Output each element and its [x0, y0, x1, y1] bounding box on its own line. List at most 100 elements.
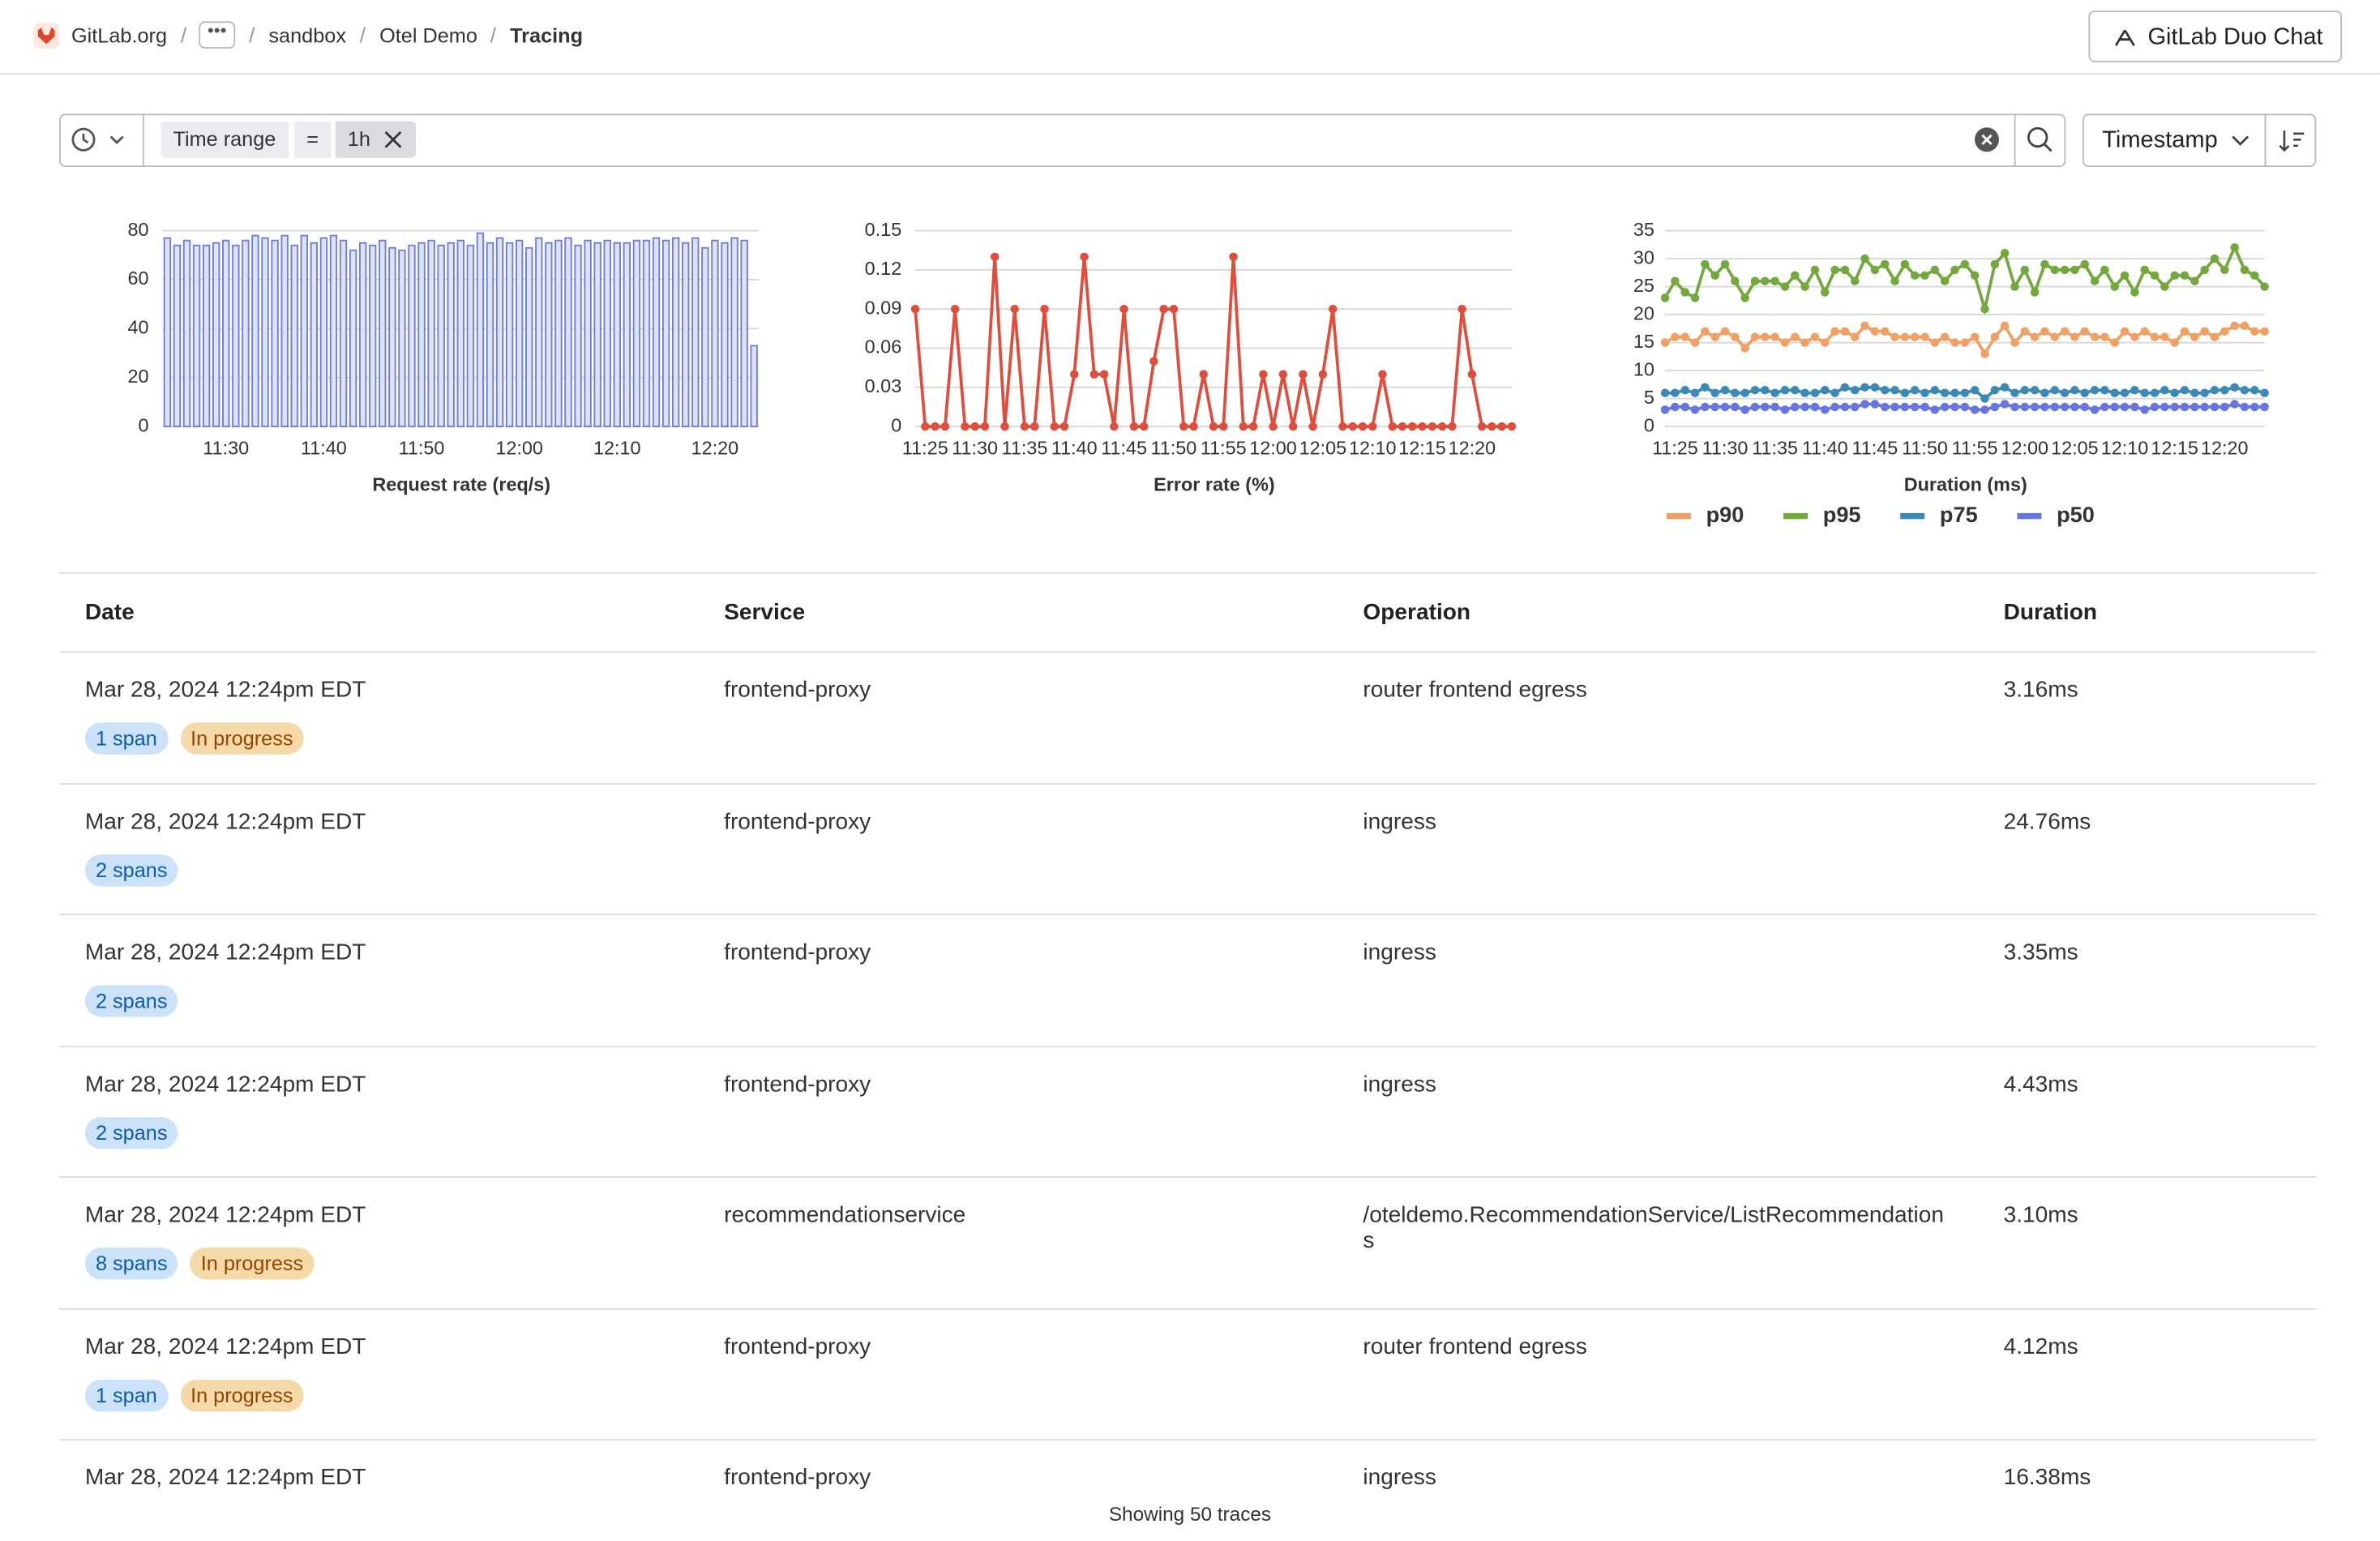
token-value[interactable]: 1h: [335, 121, 417, 158]
point: [1950, 402, 1959, 412]
bar: [212, 242, 220, 428]
x-tick-label: 11:30: [203, 437, 249, 458]
point: [1800, 402, 1809, 412]
point: [2120, 327, 2130, 336]
column-header: Date: [84, 599, 135, 626]
point: [1920, 402, 1929, 412]
point: [2200, 402, 2209, 412]
point: [2140, 327, 2149, 336]
point: [1980, 394, 1989, 403]
point: [2000, 383, 2010, 392]
bar: [280, 234, 289, 428]
point: [1000, 422, 1009, 431]
footer-count: Showing 50 traces: [1108, 1502, 1272, 1526]
point: [1970, 271, 1980, 280]
point: [1418, 422, 1427, 431]
bar: [584, 239, 592, 428]
point: [1940, 332, 1950, 341]
token-remove[interactable]: [384, 131, 402, 148]
cell-service: frontend-proxy: [724, 677, 871, 703]
point: [2090, 386, 2100, 395]
badges: 2 spans: [84, 854, 190, 886]
point: [1408, 422, 1417, 431]
duo-chat-button[interactable]: GitLab Duo Chat: [2088, 11, 2343, 62]
trace-row[interactable]: [59, 1045, 2316, 1175]
y-tick-label: 0: [138, 414, 148, 435]
bar: [525, 246, 533, 428]
point: [1701, 383, 1710, 392]
point: [1690, 338, 1700, 347]
gitlab-logo[interactable]: [33, 23, 60, 49]
point: [1269, 422, 1278, 431]
point: [1080, 252, 1089, 262]
line: [914, 256, 1512, 429]
cell-service: frontend-proxy: [724, 1070, 871, 1097]
point: [1299, 370, 1308, 379]
badges: 2 spans: [84, 985, 190, 1017]
token-operator[interactable]: =: [294, 121, 331, 158]
table-border: [59, 571, 2317, 574]
breadcrumb[interactable]: GitLab.org: [71, 24, 168, 48]
sort-direction[interactable]: [2264, 113, 2317, 167]
charts: 0 20 40 60 80 11:30 11:40 11:50 12:00 12:10 12:20 R…: [127, 219, 2269, 527]
point: [1671, 402, 1680, 412]
point: [1800, 282, 1809, 291]
point: [1720, 402, 1730, 412]
point: [2020, 327, 2030, 336]
point: [1740, 344, 1749, 353]
token-field[interactable]: Time range: [161, 121, 289, 158]
x-tick-label: 11:40: [1802, 437, 1848, 458]
x-tick-label: 12:20: [691, 437, 739, 458]
point: [2060, 388, 2070, 397]
point: [1070, 370, 1079, 379]
point: [2180, 402, 2190, 412]
history-button[interactable]: [70, 126, 131, 153]
point: [1507, 422, 1517, 431]
point: [1248, 422, 1258, 431]
point: [1761, 386, 1770, 395]
point: [1890, 386, 1899, 395]
span-count-badge: 1 span: [84, 1379, 168, 1411]
clear-button[interactable]: [1973, 126, 2001, 153]
point: [2160, 282, 2169, 291]
point: [1930, 265, 1940, 275]
point: [1910, 271, 1920, 280]
point: [2100, 386, 2109, 395]
breadcrumb[interactable]: Otel Demo: [379, 24, 477, 48]
point: [2070, 332, 2079, 341]
point: [2170, 271, 2179, 280]
point: [1930, 405, 1940, 414]
breadcrumb[interactable]: sandbox: [268, 24, 346, 48]
search-button[interactable]: [2027, 126, 2054, 153]
bar: [486, 242, 494, 428]
point: [2080, 327, 2089, 336]
bar: [408, 244, 416, 428]
point: [2260, 402, 2269, 412]
point: [1860, 254, 1869, 263]
point: [1880, 386, 1890, 395]
badges: 1 span In progress: [84, 1379, 316, 1411]
x-tick-label: 12:20: [2201, 437, 2249, 458]
trace-row[interactable]: [59, 782, 2316, 913]
point: [1970, 386, 1980, 395]
x-tick-label: 11:40: [1051, 437, 1098, 458]
more-button[interactable]: •••: [199, 21, 236, 49]
bar: [711, 239, 719, 428]
trace-row[interactable]: [59, 1176, 2316, 1307]
trace-row[interactable]: [59, 914, 2316, 1044]
point: [1731, 402, 1740, 412]
point: [1780, 405, 1790, 414]
bar: [232, 244, 240, 428]
trace-row[interactable]: [59, 651, 2316, 781]
sort-dropdown[interactable]: Timestamp: [2082, 113, 2267, 167]
point: [1720, 259, 1730, 269]
x-tick-label: 12:05: [1299, 437, 1347, 458]
point: [1388, 422, 1397, 431]
y-tick-label: 40: [127, 317, 148, 338]
point: [1780, 386, 1790, 395]
trace-row[interactable]: [59, 1308, 2316, 1438]
point: [1660, 338, 1670, 347]
status-badge: In progress: [179, 1379, 304, 1411]
point: [1278, 370, 1288, 379]
bar: [466, 244, 475, 428]
